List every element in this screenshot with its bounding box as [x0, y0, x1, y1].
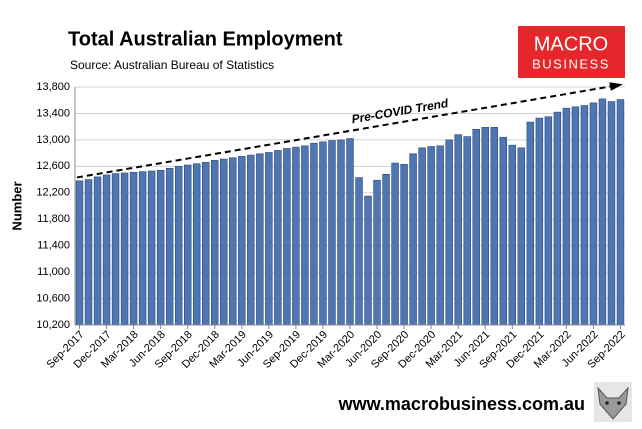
bar	[238, 156, 246, 326]
bar	[120, 172, 129, 326]
bar	[526, 121, 535, 326]
bar	[481, 127, 489, 326]
y-tick-label: 10,600	[36, 292, 70, 304]
logo-line1: MACRO	[534, 33, 608, 55]
bar	[355, 177, 363, 326]
bar	[445, 139, 453, 326]
bar	[292, 146, 300, 326]
bar	[247, 154, 255, 326]
y-tick-label: 10,200	[36, 319, 70, 331]
bar	[508, 144, 517, 326]
trend-line	[76, 84, 620, 179]
bar	[463, 136, 471, 326]
bar	[418, 147, 426, 326]
bar	[472, 129, 480, 326]
bar	[283, 148, 291, 326]
bar	[589, 102, 598, 326]
bar	[129, 171, 138, 326]
bar	[562, 107, 571, 326]
bar	[337, 139, 345, 326]
bar	[165, 168, 174, 326]
bar	[454, 134, 462, 326]
bar	[499, 136, 508, 326]
trend-arrowhead	[609, 82, 623, 91]
bar	[84, 179, 93, 326]
bar	[229, 157, 237, 326]
bar	[391, 162, 399, 326]
bar	[265, 152, 273, 326]
y-tick-label: 11,800	[37, 213, 70, 225]
bar	[373, 179, 381, 326]
bar	[202, 162, 210, 326]
bar	[220, 158, 228, 326]
bar	[400, 164, 408, 326]
y-tick-label: 12,600	[36, 160, 70, 172]
chart-title: Total Australian Employment	[68, 28, 343, 50]
bar	[256, 153, 264, 326]
y-tick-label: 11,000	[37, 266, 70, 278]
bar	[346, 138, 354, 326]
bar	[319, 141, 327, 326]
bar	[364, 195, 372, 326]
logo-line2: BUSINESS	[532, 56, 610, 71]
bar	[517, 147, 526, 326]
bar	[174, 166, 183, 326]
bar	[598, 98, 607, 326]
y-tick-label: 13,800	[36, 81, 70, 93]
bar	[111, 173, 120, 326]
bar	[427, 146, 435, 326]
bar	[328, 140, 336, 326]
y-tick-label: 12,200	[36, 187, 70, 199]
bar	[274, 150, 282, 326]
bar	[156, 170, 165, 326]
bar	[490, 127, 498, 326]
bar	[607, 101, 616, 326]
bar	[616, 99, 625, 326]
bar	[183, 164, 192, 326]
bar	[75, 180, 84, 326]
bar	[138, 171, 147, 326]
bar	[535, 117, 544, 326]
bar	[553, 111, 562, 326]
y-tick-label: 13,000	[36, 134, 70, 146]
y-tick-label: 11,400	[37, 240, 70, 252]
bar	[192, 163, 201, 326]
bar	[102, 174, 111, 326]
y-axis-label: Number	[9, 181, 24, 230]
bar	[301, 145, 309, 326]
bar	[382, 173, 390, 326]
bar	[436, 145, 444, 326]
fox-icon	[594, 382, 632, 422]
annotation: Pre-COVID Trend	[350, 96, 449, 126]
bar	[310, 142, 318, 326]
website: www.macrobusiness.com.au	[338, 394, 585, 414]
bar	[211, 160, 219, 326]
logo-box	[518, 26, 625, 78]
bar	[580, 105, 589, 326]
bar	[571, 106, 580, 326]
bar	[93, 176, 102, 326]
y-tick-label: 13,400	[36, 107, 70, 119]
bar	[544, 116, 553, 326]
bar	[147, 170, 156, 326]
bar	[409, 153, 417, 326]
chart-subtitle: Source: Australian Bureau of Statistics	[70, 58, 274, 72]
